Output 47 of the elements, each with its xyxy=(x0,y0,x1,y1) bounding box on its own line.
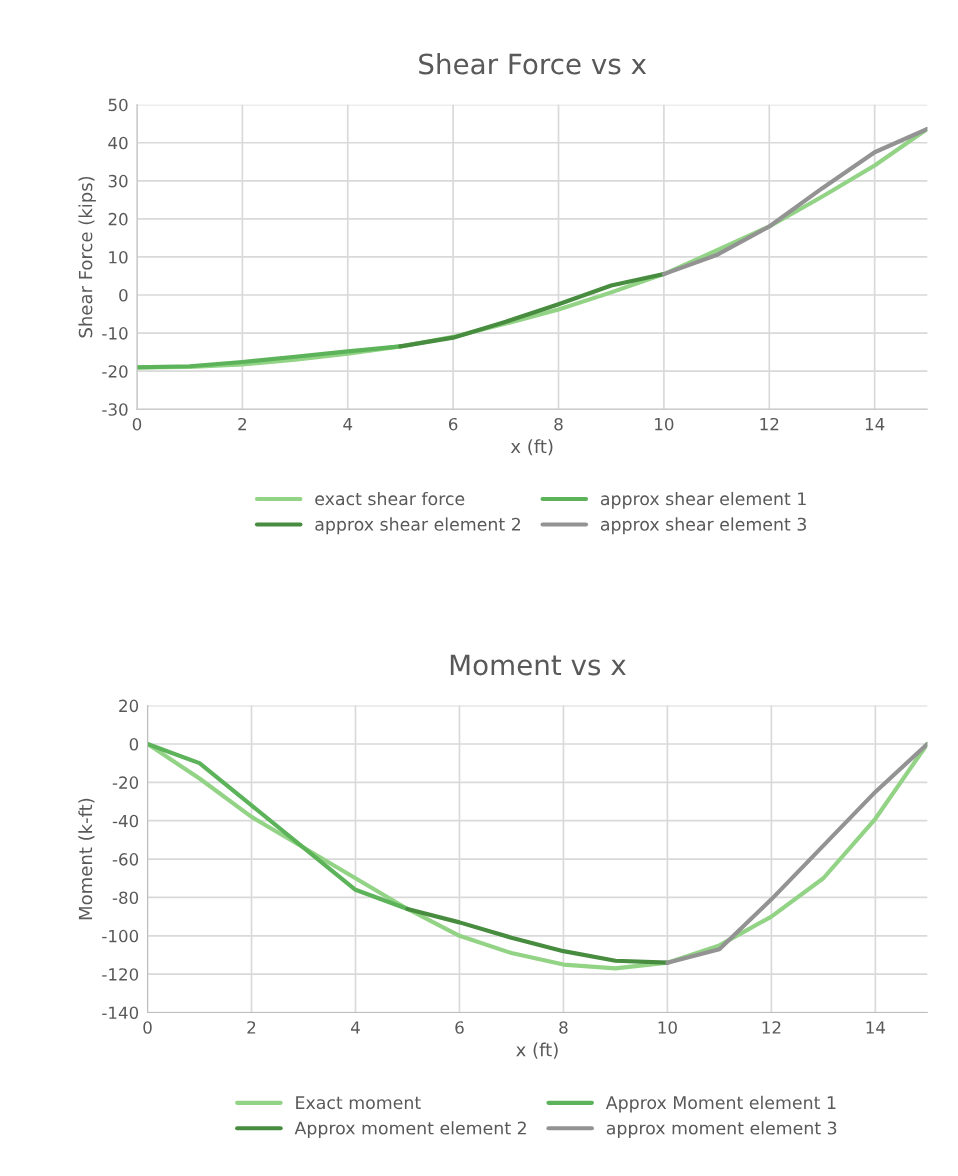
x-tick-label: 10 xyxy=(658,1021,677,1034)
y-tick-label: -100 xyxy=(102,929,139,943)
y-tick-label: -40 xyxy=(112,814,139,828)
x-tick-label: 12 xyxy=(762,1021,781,1034)
y-tick-label: 10 xyxy=(109,250,128,264)
legend-label: approx shear element 3 xyxy=(600,517,806,535)
y-tick-label: 50 xyxy=(108,98,128,112)
y-axis-title: Shear Force (kips) xyxy=(78,176,96,338)
y-tick-label: 20 xyxy=(108,212,128,226)
chart-title: Moment vs x xyxy=(450,654,626,676)
x-tick-label: 10 xyxy=(655,417,674,431)
y-tick-label: -10 xyxy=(102,327,128,340)
x-tick-label: 6 xyxy=(455,1021,464,1034)
legend-label: Approx moment element 2 xyxy=(294,1121,526,1138)
y-tick-label: -120 xyxy=(102,968,139,981)
legend-label: approx shear element 2 xyxy=(315,517,521,535)
x-tick-label: 14 xyxy=(866,1021,886,1034)
y-tick-label: 40 xyxy=(108,136,128,150)
x-axis-title: x (ft) xyxy=(510,439,553,456)
y-tick-label: -30 xyxy=(102,403,128,416)
y-axis-title: Moment (k-ft) xyxy=(78,798,95,920)
y-tick-label: 0 xyxy=(129,737,139,751)
y-tick-label: -60 xyxy=(112,853,139,866)
legend-label: Exact moment xyxy=(296,1096,421,1110)
y-tick-label: -80 xyxy=(112,891,139,904)
x-tick-label: 2 xyxy=(247,1021,256,1034)
x-tick-label: 4 xyxy=(343,418,353,431)
x-tick-label: 14 xyxy=(865,418,885,431)
y-tick-label: 0 xyxy=(119,288,128,302)
x-axis-title: x (ft) xyxy=(516,1042,558,1059)
x-tick-label: 4 xyxy=(350,1021,360,1034)
x-tick-label: 12 xyxy=(760,417,779,431)
x-tick-label: 2 xyxy=(238,417,247,431)
y-tick-label: 30 xyxy=(108,174,128,188)
legend-label: exact shear force xyxy=(315,491,465,506)
x-tick-label: 0 xyxy=(143,1021,152,1034)
legend-label: approx shear element 1 xyxy=(600,491,806,509)
y-tick-label: -20 xyxy=(102,365,128,378)
y-tick-label: -140 xyxy=(102,1006,139,1020)
x-tick-label: 8 xyxy=(559,1021,568,1034)
chart-title: Shear Force vs x xyxy=(419,53,647,75)
x-tick-label: 6 xyxy=(449,417,458,431)
legend-label: Approx Moment element 1 xyxy=(605,1095,836,1113)
x-tick-label: 8 xyxy=(554,417,563,431)
y-tick-label: 20 xyxy=(119,699,139,713)
legend-label: approx moment element 3 xyxy=(606,1121,837,1138)
y-tick-label: -20 xyxy=(112,776,139,789)
